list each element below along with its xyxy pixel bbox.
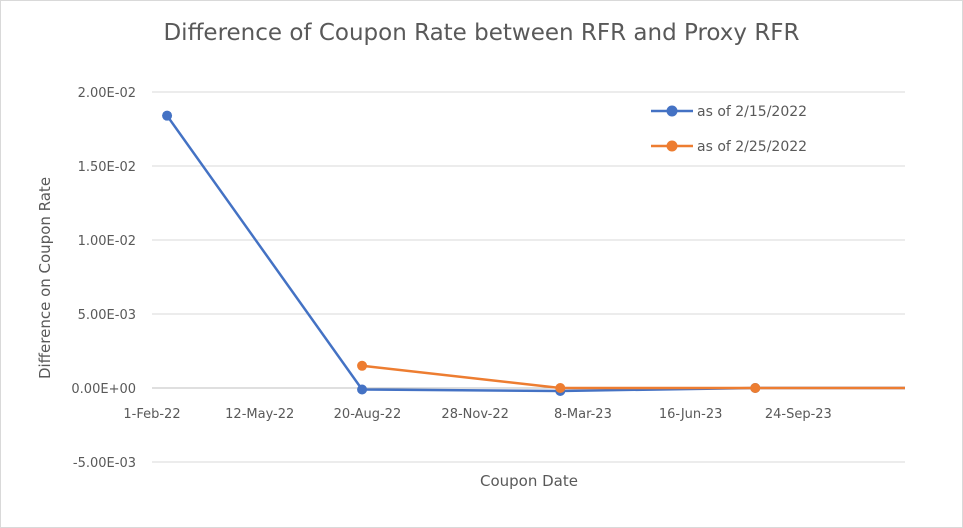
- data-point: [750, 383, 761, 393]
- x-tick-label: 1-Feb-22: [123, 407, 180, 422]
- x-axis-title: Coupon Date: [480, 472, 578, 490]
- y-tick-label: 2.00E-02: [78, 86, 136, 101]
- data-point: [357, 384, 368, 395]
- x-tick-label: 24-Sep-23: [765, 407, 832, 422]
- x-tick-label: 8-Mar-23: [554, 407, 612, 422]
- data-point: [555, 383, 566, 393]
- legend-entry: as of 2/25/2022: [697, 139, 807, 155]
- x-tick-label: 16-Jun-23: [659, 407, 723, 422]
- x-tick-label: 20-Aug-22: [334, 407, 402, 422]
- series-group: [162, 110, 905, 396]
- series-line: [166, 114, 905, 393]
- y-tick-label: -5.00E-03: [73, 456, 136, 471]
- x-tick-labels: 1-Feb-22 12-May-22 20-Aug-22 28-Nov-22 8-Mar…: [123, 407, 831, 422]
- y-tick-labels: -5.00E-03 0.00E+00 5.00E-03 1.00E-02 1.50E-0…: [71, 86, 136, 471]
- data-point: [357, 360, 368, 371]
- gridlines: [152, 91, 905, 463]
- x-tick-label: 12-May-22: [225, 407, 294, 422]
- legend-marker: [666, 105, 678, 117]
- chart-title: Difference of Coupon Rate between RFR an…: [163, 20, 800, 46]
- y-tick-label: 5.00E-03: [78, 308, 136, 323]
- series-line: [361, 364, 905, 390]
- y-tick-label: 1.00E-02: [78, 234, 136, 249]
- y-axis-title: Difference on Coupon Rate: [36, 177, 54, 379]
- x-tick-label: 28-Nov-22: [441, 407, 509, 422]
- y-tick-label: 0.00E+00: [71, 382, 136, 397]
- data-point: [162, 110, 173, 121]
- legend-entry: as of 2/15/2022: [697, 104, 807, 120]
- legend-marker: [666, 140, 678, 152]
- legend: as of 2/15/2022 as of 2/25/2022: [651, 104, 807, 155]
- y-tick-label: 1.50E-02: [78, 160, 136, 175]
